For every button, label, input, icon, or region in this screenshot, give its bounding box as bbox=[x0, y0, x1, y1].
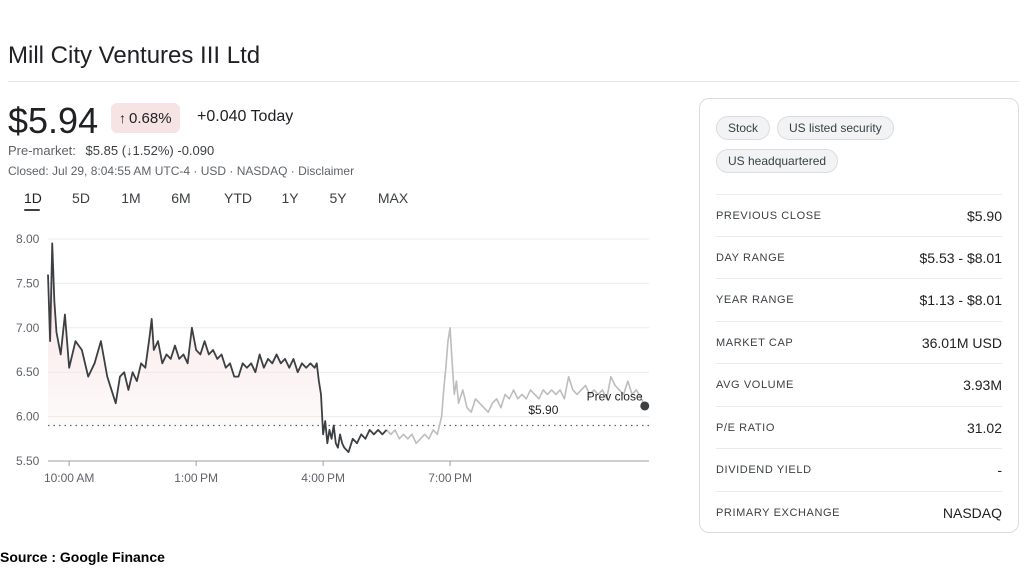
premarket-change: -0.090 bbox=[177, 143, 215, 158]
stat-label: DIVIDEND YIELD bbox=[716, 464, 812, 476]
stat-row-previous-close: PREVIOUS CLOSE $5.90 bbox=[716, 194, 1002, 237]
last-price-dot bbox=[640, 401, 650, 411]
stat-value: NASDAQ bbox=[942, 505, 1002, 521]
stat-label: PREVIOUS CLOSE bbox=[716, 210, 822, 222]
stat-row-pe-ratio: P/E RATIO 31.02 bbox=[716, 406, 1002, 449]
prev-close-value: $5.90 bbox=[528, 403, 558, 417]
stat-label: AVG VOLUME bbox=[716, 379, 794, 391]
current-price: $5.94 bbox=[8, 100, 99, 141]
y-tick-label: 7.00 bbox=[16, 321, 40, 335]
key-stats-panel: Stock US listed security US headquartere… bbox=[699, 98, 1019, 533]
stat-label: YEAR RANGE bbox=[716, 294, 795, 306]
stat-row-primary-exchange: PRIMARY EXCHANGE NASDAQ bbox=[716, 491, 1002, 534]
page-title: Mill City Ventures III Ltd bbox=[8, 42, 261, 69]
stat-row-avg-volume: AVG VOLUME 3.93M bbox=[716, 363, 1002, 406]
y-tick-label: 6.50 bbox=[16, 365, 40, 379]
stat-value: $5.53 - $8.01 bbox=[919, 250, 1002, 266]
stat-label: P/E RATIO bbox=[716, 422, 775, 434]
source-caption: Source : Google Finance bbox=[0, 549, 165, 565]
stat-row-dividend-yield: DIVIDEND YIELD - bbox=[716, 448, 1002, 491]
y-tick-label: 8.00 bbox=[16, 232, 40, 246]
tab-5d[interactable]: 5D bbox=[72, 190, 90, 206]
x-tick-label: 10:00 AM bbox=[44, 471, 94, 485]
stat-value: 3.93M bbox=[963, 377, 1002, 393]
x-tick-label: 7:00 PM bbox=[428, 471, 472, 485]
tab-1y[interactable]: 1Y bbox=[281, 190, 299, 206]
series-area-fill bbox=[48, 243, 387, 426]
change-percent: 0.68% bbox=[129, 109, 172, 127]
premarket-percent: (↓1.52%) bbox=[121, 143, 174, 158]
tab-max[interactable]: MAX bbox=[377, 190, 409, 206]
tab-ytd[interactable]: YTD bbox=[224, 190, 252, 206]
after-hours-series-line bbox=[386, 327, 646, 445]
y-tick-label: 7.50 bbox=[16, 276, 40, 290]
stat-label: DAY RANGE bbox=[716, 252, 786, 264]
x-tick-label: 1:00 PM bbox=[174, 471, 218, 485]
closed-info: Closed: Jul 29, 8:04:55 AM UTC-4 · USD ·… bbox=[8, 164, 355, 178]
arrow-up-icon: ↑ bbox=[119, 110, 126, 126]
prev-close-label: Prev close bbox=[587, 390, 643, 404]
tab-1m[interactable]: 1M bbox=[121, 190, 141, 206]
tag-chip-us-listed-security[interactable]: US listed security bbox=[777, 116, 894, 140]
x-tick-label: 4:00 PM bbox=[301, 471, 345, 485]
tag-chip-stock[interactable]: Stock bbox=[716, 116, 771, 140]
tag-chip-us-headquartered[interactable]: US headquartered bbox=[716, 149, 839, 173]
stat-row-day-range: DAY RANGE $5.53 - $8.01 bbox=[716, 236, 1002, 279]
premarket-line: Pre-market: $5.85 (↓1.52%) -0.090 bbox=[8, 143, 214, 158]
y-tick-label: 6.00 bbox=[16, 410, 40, 424]
change-today: +0.040 Today bbox=[197, 108, 294, 125]
tab-5y[interactable]: 5Y bbox=[329, 190, 347, 206]
change-percent-badge: ↑ 0.68% bbox=[111, 103, 180, 133]
premarket-price: $5.85 bbox=[85, 143, 119, 158]
price-chart[interactable]: 8.00 7.50 7.00 6.50 6.00 5.50 10:00 AM 1:00 PM 4… bbox=[0, 225, 680, 495]
tab-1d[interactable]: 1D bbox=[24, 190, 42, 211]
stat-row-market-cap: MARKET CAP 36.01M USD bbox=[716, 321, 1002, 364]
stat-row-year-range: YEAR RANGE $1.13 - $8.01 bbox=[716, 278, 1002, 321]
title-divider bbox=[8, 81, 1019, 82]
regular-session-series-line bbox=[47, 242, 388, 454]
stat-value: - bbox=[997, 462, 1002, 478]
stat-value: $5.90 bbox=[966, 208, 1002, 224]
premarket-label: Pre-market: bbox=[8, 143, 76, 158]
stat-label: MARKET CAP bbox=[716, 337, 794, 349]
y-tick-label: 5.50 bbox=[16, 454, 40, 468]
stat-label: PRIMARY EXCHANGE bbox=[716, 507, 841, 519]
stat-value: 31.02 bbox=[966, 420, 1002, 436]
stat-value: $1.13 - $8.01 bbox=[919, 292, 1002, 308]
tab-6m[interactable]: 6M bbox=[171, 190, 191, 206]
stat-value: 36.01M USD bbox=[921, 335, 1002, 351]
